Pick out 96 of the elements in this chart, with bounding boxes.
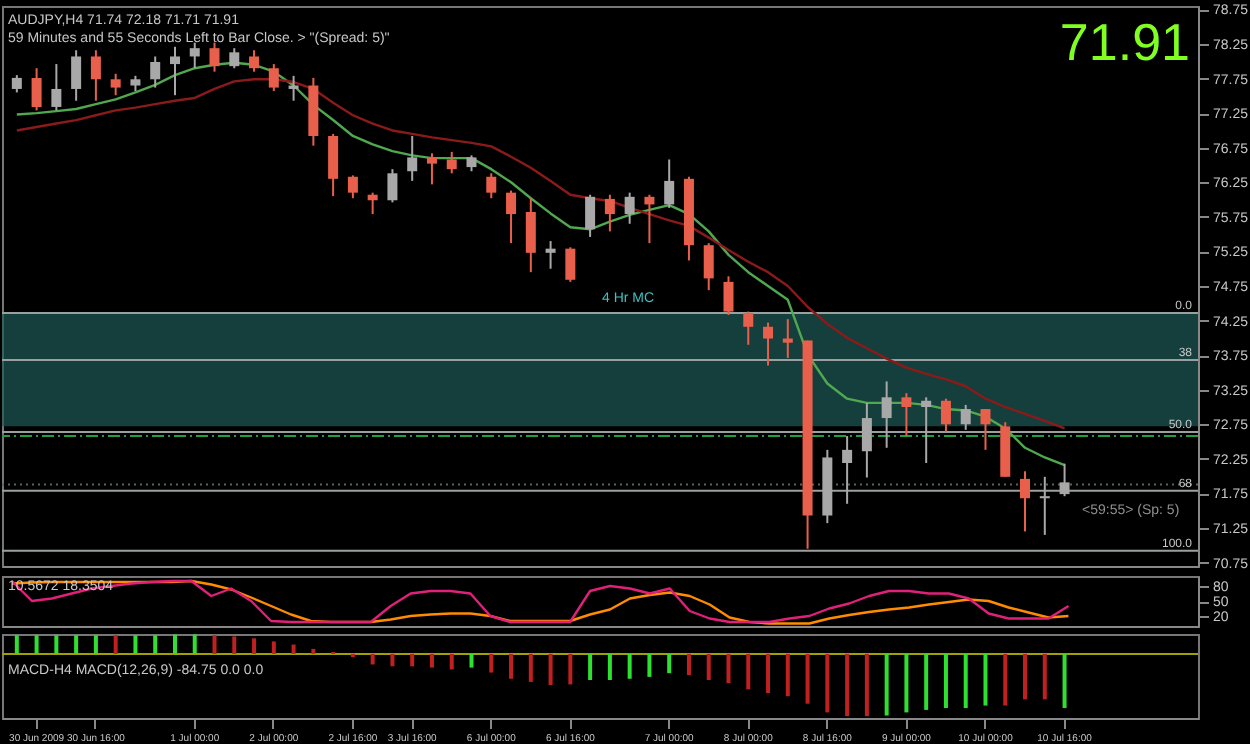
candlestick [229, 47, 240, 70]
bar [34, 635, 39, 654]
bar [548, 653, 553, 686]
candlestick [367, 191, 378, 216]
candlestick [782, 318, 793, 359]
bar [252, 638, 257, 654]
candlestick [1059, 462, 1070, 498]
bar [864, 653, 869, 717]
candlestick [71, 49, 82, 102]
bar [390, 653, 395, 667]
bar [212, 635, 217, 654]
candlestick [426, 152, 437, 186]
bar [884, 653, 889, 716]
bar [607, 653, 612, 681]
candlestick [763, 321, 774, 367]
candlestick [585, 193, 596, 238]
annotation: 71.91 [1059, 12, 1190, 72]
bar [232, 636, 237, 654]
bar [904, 653, 909, 713]
candlestick [110, 72, 121, 97]
candlestick [861, 401, 872, 479]
bar [1042, 653, 1047, 700]
bar [785, 653, 790, 697]
candlestick [31, 67, 42, 112]
candlestick [921, 396, 932, 464]
bar [943, 653, 948, 709]
candlestick [486, 172, 497, 200]
bar [1003, 653, 1008, 706]
bar [746, 653, 751, 690]
bar [845, 653, 850, 717]
bar [291, 644, 296, 654]
candlestick [940, 397, 951, 433]
candlestick [387, 168, 398, 204]
candlestick [980, 408, 991, 451]
candlestick [743, 310, 754, 346]
bar [805, 653, 810, 704]
candlestick [169, 45, 180, 97]
bar [627, 653, 632, 679]
candlestick [703, 242, 714, 292]
candlestick [881, 380, 892, 449]
candlestick [446, 150, 457, 175]
bar [706, 653, 711, 681]
candlestick [51, 63, 62, 112]
candlestick [90, 49, 101, 102]
candlestick [565, 246, 576, 283]
bar [370, 653, 375, 665]
bar [667, 653, 672, 674]
bar [568, 653, 573, 685]
bar [113, 635, 118, 654]
bar [410, 653, 415, 667]
candlestick [604, 193, 615, 233]
bar [54, 635, 59, 654]
candlestick [268, 63, 279, 93]
candlestick [644, 193, 655, 245]
candlestick [664, 158, 675, 209]
candlestick [901, 392, 912, 438]
bar [271, 641, 276, 654]
bar [311, 648, 316, 654]
candlestick [960, 403, 971, 431]
bar [133, 635, 138, 654]
bar [429, 653, 434, 668]
bar [469, 653, 474, 668]
bar [766, 653, 771, 694]
candlestick [624, 191, 635, 225]
bar [172, 634, 177, 654]
candlestick [328, 132, 339, 198]
bar [825, 653, 830, 713]
candlestick [150, 55, 161, 89]
candlestick [545, 240, 556, 270]
candlestick [842, 435, 853, 505]
candlestick [723, 275, 734, 317]
candlestick [407, 134, 418, 182]
bar [489, 653, 494, 673]
bar [93, 635, 98, 654]
bar [192, 634, 197, 654]
candlestick [189, 41, 200, 70]
bar [528, 653, 533, 682]
bar [588, 653, 593, 681]
bar [1023, 653, 1028, 700]
bar [647, 653, 652, 677]
candlestick [249, 49, 260, 73]
candlestick [209, 41, 220, 73]
bar [983, 653, 988, 706]
candlestick [1039, 475, 1050, 536]
bar [153, 635, 158, 654]
bar [449, 653, 454, 670]
bar [1062, 653, 1067, 709]
candlestick [525, 197, 536, 274]
candlestick [506, 189, 517, 245]
candlestick [347, 174, 358, 200]
candlestick [1020, 470, 1031, 533]
bar [963, 653, 968, 709]
bar [726, 653, 731, 684]
bar [686, 653, 691, 676]
bar [74, 635, 79, 654]
bar [924, 653, 929, 710]
